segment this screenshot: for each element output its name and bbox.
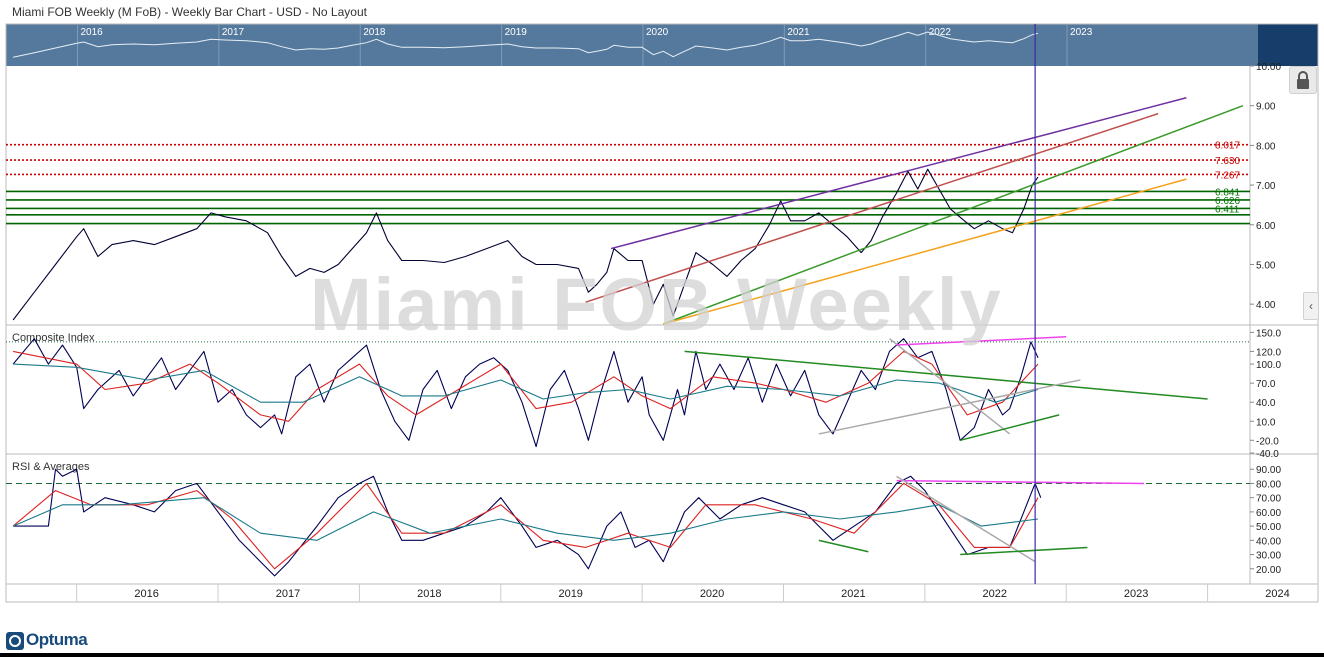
x-axis-year-label: 2023 <box>1124 588 1148 600</box>
overview-year-label: 2018 <box>363 27 386 38</box>
y-tick-label: 90.00 <box>1256 465 1281 476</box>
trendline <box>663 104 1244 325</box>
rsi-series-line <box>13 468 1042 577</box>
overview-year-label: 2019 <box>505 27 528 38</box>
optuma-logo-text: Optuma <box>26 630 88 649</box>
y-tick-label: 40.00 <box>1256 536 1281 547</box>
overview-navigator[interactable] <box>6 24 1258 66</box>
y-tick-label: 4.00 <box>1256 300 1276 311</box>
overview-corner <box>1258 24 1318 66</box>
y-tick-label: 50.00 <box>1256 522 1281 533</box>
trendline <box>818 539 869 553</box>
rsi-panel: 90.00 80.00 70.00 60.00 50.00 40.00 30.00 20.00… <box>6 461 1281 577</box>
x-axis-year-label: 2019 <box>558 588 582 600</box>
trendline <box>960 546 1088 556</box>
rsi-panel-title: RSI & Averages <box>12 461 90 473</box>
trendline <box>818 379 1081 435</box>
trendline <box>896 479 1144 485</box>
y-tick-label: 70.0 <box>1256 379 1276 390</box>
y-tick-label: 60.00 <box>1256 508 1281 519</box>
trendline <box>610 97 1187 250</box>
y-tick-label: -40.0 <box>1256 449 1279 460</box>
y-tick-label: 20.00 <box>1256 565 1281 576</box>
trendline <box>585 112 1159 303</box>
y-tick-label: 40.0 <box>1256 398 1276 409</box>
composite-series-line <box>12 338 1039 448</box>
y-tick-label: 150.0 <box>1256 328 1281 339</box>
optuma-logo-icon <box>6 632 24 650</box>
x-axis-year-label: 2024 <box>1265 588 1289 600</box>
bottom-bar <box>0 653 1324 657</box>
price-panel: 10.00 9.00 8.00 7.00 6.00 5.00 4.00 8.017 7.630 7… <box>6 62 1281 325</box>
trendline <box>960 414 1060 442</box>
y-tick-label: 7.00 <box>1256 181 1276 192</box>
level-label: 7.630 <box>1215 156 1240 167</box>
rsi-series-line <box>12 497 1039 541</box>
chart-title: Miami FOB Weekly (M FoB) - Weekly Bar Ch… <box>12 5 367 19</box>
trendline <box>663 178 1187 325</box>
x-axis-year-label: 2021 <box>841 588 865 600</box>
y-tick-label: 70.00 <box>1256 494 1281 505</box>
y-tick-label: 8.00 <box>1256 141 1276 152</box>
y-tick-label: -20.0 <box>1256 436 1279 447</box>
level-label: 6.841 <box>1215 187 1240 198</box>
level-label: 8.017 <box>1215 141 1240 152</box>
overview-year-label: 2023 <box>1070 27 1093 38</box>
y-tick-label: 120.0 <box>1256 347 1281 358</box>
overview-year-label: 2021 <box>787 27 810 38</box>
x-axis-year-label: 2020 <box>700 588 724 600</box>
overview-year-label: 2017 <box>222 27 245 38</box>
composite-panel: 150.0120.0100.070.040.010.0-20.0-40.0Com… <box>6 328 1281 460</box>
y-tick-label: 100.0 <box>1256 360 1281 371</box>
overview-year-label: 2016 <box>81 27 104 38</box>
trendline <box>896 336 1067 346</box>
y-tick-label: 80.00 <box>1256 479 1281 490</box>
watermark: Miami FOB Weekly <box>310 263 1003 346</box>
level-label: 7.267 <box>1215 170 1240 181</box>
trendline <box>889 338 1011 435</box>
y-tick-label: 10.00 <box>1256 62 1281 73</box>
overview-year-label: 2022 <box>929 27 952 38</box>
overview-price-line <box>12 31 1039 58</box>
rsi-series-line <box>12 482 1039 570</box>
level-label: 6.411 <box>1215 204 1240 215</box>
composite-series-line <box>12 350 1039 422</box>
overview-year-label: 2020 <box>646 27 669 38</box>
x-axis-year-label: 2022 <box>983 588 1007 600</box>
y-tick-label: 5.00 <box>1256 260 1276 271</box>
y-tick-label: 10.0 <box>1256 417 1276 428</box>
y-tick-label: 30.00 <box>1256 551 1281 562</box>
x-axis-year-label: 2018 <box>417 588 441 600</box>
trendline <box>684 350 1208 400</box>
y-tick-label: 6.00 <box>1256 221 1276 232</box>
lock-icon[interactable] <box>1289 66 1317 94</box>
collapse-panel-button[interactable]: ‹ <box>1303 292 1319 320</box>
x-axis-year-label: 2017 <box>276 588 300 600</box>
y-tick-label: 9.00 <box>1256 102 1276 113</box>
composite-series-line <box>13 363 1039 403</box>
trendline <box>896 475 1036 563</box>
x-axis-year-label: 2016 <box>134 588 158 600</box>
level-label: 6.626 <box>1215 196 1240 207</box>
